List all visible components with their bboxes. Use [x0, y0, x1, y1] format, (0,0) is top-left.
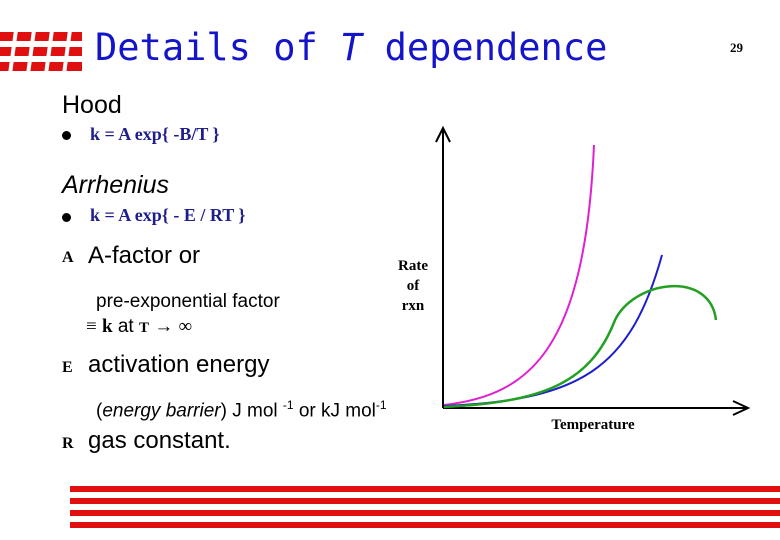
r-description: gas constant.	[88, 427, 231, 454]
e-symbol: E	[62, 359, 73, 376]
arrhenius-heading: Arrhenius	[62, 171, 169, 199]
a-description: A-factor or	[88, 242, 201, 269]
arrhenius-formula: k = A exp{ - E / RT }	[90, 205, 246, 225]
a-symbol: A	[62, 249, 74, 266]
pink-curve	[443, 144, 595, 406]
r-symbol: R	[62, 435, 74, 452]
rate-temperature-diagram: Rate of rxn Temperature	[398, 125, 751, 433]
y-label-line2: of	[407, 278, 421, 294]
blue-curve	[443, 254, 663, 407]
bullet-icon	[62, 131, 71, 140]
a-limit: ≡ k at T → ∞	[86, 316, 193, 337]
e-description: activation energy	[88, 351, 270, 378]
green-curve	[443, 285, 718, 409]
x-label: Temperature	[551, 417, 635, 433]
page-title: Details of T dependence	[95, 26, 608, 69]
hood-heading: Hood	[62, 91, 122, 119]
y-label-line1: Rate	[398, 258, 428, 274]
hood-formula: k = A exp{ -B/T }	[90, 124, 220, 144]
y-label-line3: rxn	[402, 298, 425, 314]
x-axis-arrow-icon	[732, 400, 751, 416]
e-units: (energy barrier) J mol -1 or kJ mol-1	[96, 398, 387, 422]
footer-decoration	[70, 486, 780, 528]
bullet-icon	[62, 213, 71, 222]
a-description-line2: pre-exponential factor	[96, 291, 280, 312]
title-decoration	[0, 30, 82, 75]
slide-number: 29	[730, 40, 743, 55]
y-axis-arrow-icon	[435, 125, 451, 143]
